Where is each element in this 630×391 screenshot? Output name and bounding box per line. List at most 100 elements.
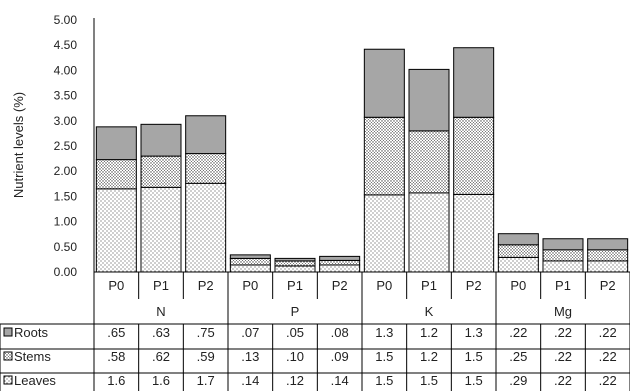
data-label: .25 bbox=[509, 349, 527, 364]
group-label: Mg bbox=[554, 304, 572, 319]
data-label: 1.5 bbox=[465, 373, 483, 388]
y-tick-label: 5.00 bbox=[54, 13, 78, 27]
bar-segment-stems bbox=[497, 244, 539, 258]
y-tick-label: 2.50 bbox=[54, 139, 78, 153]
legend-label: Roots bbox=[14, 325, 48, 340]
data-label: 1.5 bbox=[375, 373, 393, 388]
bar-segment-leaves bbox=[453, 193, 495, 273]
data-label: .12 bbox=[286, 373, 304, 388]
bar-segment-leaves bbox=[319, 264, 361, 273]
data-label: .22 bbox=[554, 373, 572, 388]
bar-segment-stems bbox=[453, 116, 495, 195]
data-label: .22 bbox=[599, 373, 617, 388]
y-tick-label: 3.00 bbox=[54, 114, 78, 128]
y-tick-label: 2.00 bbox=[54, 164, 78, 178]
bar-segment-stems bbox=[587, 249, 629, 262]
x-tick-label: P2 bbox=[332, 278, 348, 293]
y-tick-label: 1.00 bbox=[54, 215, 78, 229]
legend-label: Leaves bbox=[14, 373, 56, 388]
y-tick-label: 0.50 bbox=[54, 240, 78, 254]
x-tick-label: P1 bbox=[555, 278, 571, 293]
x-tick-label: P0 bbox=[242, 278, 258, 293]
data-table: P0 P1 P2 P0 P1 P2 P0 P1 P2 P0 P1 P2 N P K Mg Roots .65 .63… bbox=[0, 272, 630, 391]
bar-segment-roots bbox=[408, 68, 450, 132]
bars bbox=[95, 47, 629, 273]
data-label: .09 bbox=[331, 349, 349, 364]
y-axis-label: Nutrient levels (%) bbox=[11, 92, 26, 198]
bar-segment-roots bbox=[497, 233, 539, 246]
x-tick-label: P1 bbox=[287, 278, 303, 293]
x-tick-label: P2 bbox=[198, 278, 214, 293]
bar-segment-stems bbox=[229, 257, 271, 266]
bar-segment-roots bbox=[140, 123, 182, 157]
data-label: 1.6 bbox=[152, 373, 170, 388]
data-label: .08 bbox=[331, 325, 349, 340]
data-label: .22 bbox=[599, 349, 617, 364]
bar-segment-leaves bbox=[185, 182, 227, 273]
bar-segment-leaves bbox=[229, 264, 271, 273]
bar-segment-roots bbox=[542, 238, 584, 251]
bar-segment-roots bbox=[587, 238, 629, 251]
x-tick-label: P0 bbox=[510, 278, 526, 293]
data-label: 1.7 bbox=[197, 373, 215, 388]
bar-segment-leaves bbox=[95, 188, 137, 273]
x-tick-label: P1 bbox=[421, 278, 437, 293]
bar-segment-stems bbox=[319, 259, 361, 266]
bar-segment-stems bbox=[95, 159, 137, 190]
y-tick-label: 4.50 bbox=[54, 38, 78, 52]
bar-segment-roots bbox=[363, 48, 405, 118]
x-tick-label: P2 bbox=[600, 278, 616, 293]
bar-segment-roots bbox=[229, 254, 271, 259]
x-tick-label: P2 bbox=[466, 278, 482, 293]
data-label: .07 bbox=[241, 325, 259, 340]
legend-key-roots bbox=[3, 327, 13, 337]
data-label: .75 bbox=[197, 325, 215, 340]
bar-segment-roots bbox=[453, 47, 495, 118]
data-label: .13 bbox=[241, 349, 259, 364]
bar-segment-leaves bbox=[408, 192, 450, 273]
bar-segment-leaves bbox=[274, 265, 316, 273]
x-tick-label: P0 bbox=[376, 278, 392, 293]
y-tick-label: 0.00 bbox=[54, 265, 78, 279]
data-label: .22 bbox=[554, 325, 572, 340]
group-label: K bbox=[425, 304, 434, 319]
bar-segment-stems bbox=[542, 249, 584, 262]
group-label: P bbox=[291, 304, 300, 319]
data-label: 1.3 bbox=[375, 325, 393, 340]
data-label: .29 bbox=[509, 373, 527, 388]
data-label: .22 bbox=[599, 325, 617, 340]
bar-segment-leaves bbox=[497, 256, 539, 273]
group-label: N bbox=[156, 304, 165, 319]
data-label: 1.5 bbox=[375, 349, 393, 364]
data-label: 1.2 bbox=[420, 349, 438, 364]
y-tick-label: 4.00 bbox=[54, 63, 78, 77]
data-label: 1.6 bbox=[107, 373, 125, 388]
legend-key-leaves bbox=[3, 375, 13, 385]
y-tick-label: 3.50 bbox=[54, 89, 78, 103]
y-axis-ticks: 0.00 0.50 1.00 1.50 2.00 2.50 3.00 3.50 4.00 4.50… bbox=[54, 13, 78, 279]
bar-segment-roots bbox=[319, 255, 361, 261]
data-label: .62 bbox=[152, 349, 170, 364]
data-label: .65 bbox=[107, 325, 125, 340]
bar-segment-roots bbox=[95, 126, 137, 161]
data-label: .10 bbox=[286, 349, 304, 364]
data-label: 1.5 bbox=[465, 349, 483, 364]
data-label: .22 bbox=[554, 349, 572, 364]
legend-label: Stems bbox=[14, 349, 51, 364]
bar-segment-leaves bbox=[587, 260, 629, 273]
bar-segment-stems bbox=[274, 260, 316, 267]
bar-segment-roots bbox=[274, 257, 316, 262]
bar-segment-stems bbox=[185, 153, 227, 184]
bar-segment-stems bbox=[408, 130, 450, 194]
data-label: 1.5 bbox=[420, 373, 438, 388]
data-label: .14 bbox=[241, 373, 259, 388]
data-label: .05 bbox=[286, 325, 304, 340]
bar-segment-leaves bbox=[542, 260, 584, 273]
data-label: 1.2 bbox=[420, 325, 438, 340]
y-tick-label: 1.50 bbox=[54, 189, 78, 203]
data-label: .22 bbox=[509, 325, 527, 340]
data-label: .14 bbox=[331, 373, 349, 388]
data-label: 1.3 bbox=[465, 325, 483, 340]
legend-key-stems bbox=[3, 351, 13, 361]
